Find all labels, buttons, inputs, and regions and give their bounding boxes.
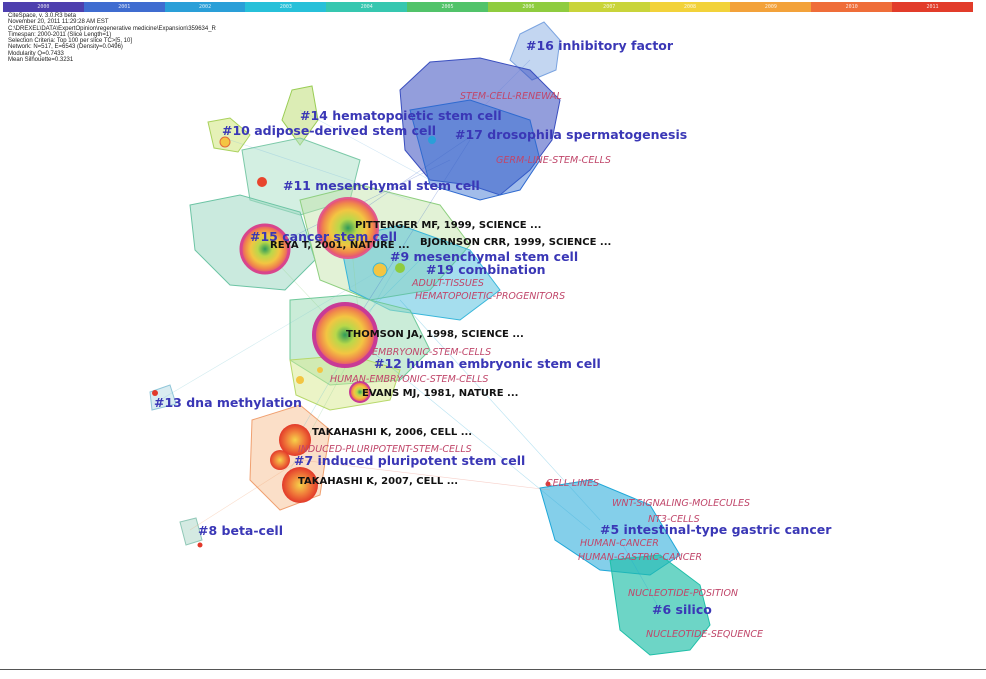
node-combination-member[interactable] <box>395 263 405 273</box>
cluster-label: #5 intestinal-type gastric cancer <box>600 522 832 537</box>
cluster-label: #9 mesenchymal stem cell <box>390 249 578 264</box>
reference-labels: PITTENGER MF, 1999, SCIENCE ... REYA T, … <box>270 220 611 487</box>
term-label: EMBRYONIC-STEM-CELLS <box>372 347 491 358</box>
cluster-label: #7 induced pluripotent stem cell <box>294 453 525 468</box>
timeline-segment: 2003 <box>245 2 327 12</box>
node-hesc-member[interactable] <box>317 367 323 373</box>
timeline-segment: 2007 <box>568 2 650 12</box>
term-label: CELL-LINES <box>546 478 599 489</box>
term-label: HUMAN-EMBRYONIC-STEM-CELLS <box>330 374 488 385</box>
node-takahashi-2007[interactable] <box>282 467 318 503</box>
cluster-label: #17 drosophila spermatogenesis <box>455 127 687 142</box>
timeline-year-label: 2011 <box>926 4 939 10</box>
timeline-year-label: 2005 <box>441 4 454 10</box>
reference-label: BJORNSON CRR, 1999, SCIENCE ... <box>420 237 611 248</box>
node-dna-methylation-member[interactable] <box>152 390 158 396</box>
info-line: Timespan: 2000-2011 (Slice Length=1) <box>8 31 112 38</box>
cluster-labels: #16 inhibitory factor #14 hematopoietic … <box>154 38 832 617</box>
term-label: INDUCED-PLURIPOTENT-STEM-CELLS <box>298 444 472 455</box>
term-label: HUMAN-CANCER <box>580 538 659 549</box>
node-thomson-1998[interactable] <box>312 302 378 368</box>
node-evans-1981[interactable] <box>349 381 371 403</box>
term-label: HUMAN-GASTRIC-CANCER <box>578 552 702 563</box>
term-label: STEM-CELL-RENEWAL <box>460 91 562 102</box>
cluster-label: #16 inhibitory factor <box>526 38 674 53</box>
timeline-year-label: 2006 <box>522 4 535 10</box>
info-line: Network: N=517, E=6543 (Density=0.0496) <box>8 44 123 51</box>
timeline-segment: 2001 <box>83 2 165 12</box>
info-line: November 20, 2011 11:29:28 AM EST <box>8 19 109 26</box>
term-label: HEMATOPOIETIC-PROGENITORS <box>415 291 565 302</box>
timeline-year-label: 2003 <box>279 4 292 10</box>
node-combination-member[interactable] <box>372 262 388 278</box>
term-label: WNT-SIGNALING-MOLECULES <box>612 498 750 509</box>
term-label: NUCLEOTIDE-POSITION <box>628 588 738 599</box>
reference-label: EVANS MJ, 1981, NATURE ... <box>362 388 518 399</box>
timeline-year-label: 2010 <box>845 4 858 10</box>
node-adipose-member[interactable] <box>219 136 231 148</box>
timeline-year-label: 2001 <box>118 4 131 10</box>
node-ipsc-member[interactable] <box>270 450 290 470</box>
cluster-label: #10 adipose-derived stem cell <box>222 123 436 138</box>
node-spermatogenesis-member[interactable] <box>428 136 436 144</box>
timeline-segment: 2000 <box>3 2 84 12</box>
term-label: ADULT-TISSUES <box>411 278 484 289</box>
timeline-year-label: 2007 <box>603 4 616 10</box>
cluster-label: #13 dna methylation <box>154 395 302 410</box>
info-line: CiteSpace, v. 3.0.R3 beta <box>8 13 76 19</box>
reference-label: TAKAHASHI K, 2007, CELL ... <box>298 476 458 487</box>
reference-label: PITTENGER MF, 1999, SCIENCE ... <box>355 220 541 231</box>
timeline-segment: 2004 <box>326 2 408 12</box>
timeline-segment: 2008 <box>649 2 731 12</box>
info-line: Modularity Q=0.7433 <box>8 50 64 57</box>
timeline-color-bar: 2000 2001 2002 2003 2004 2005 2006 2007 2008 2009… <box>3 2 973 12</box>
term-label: NUCLEOTIDE-SEQUENCE <box>646 629 763 640</box>
citation-nodes <box>152 136 551 548</box>
term-label: NT3-CELLS <box>648 514 700 525</box>
cluster-label: #15 cancer stem cell <box>250 229 397 244</box>
reference-label: THOMSON JA, 1998, SCIENCE ... <box>346 329 524 340</box>
figure-bottom-rule <box>0 669 986 670</box>
timeline-year-label: 2008 <box>684 4 697 10</box>
timeline-segment: 2011 <box>892 2 973 12</box>
keyword-labels: STEM-CELL-RENEWAL GERM-LINE-STEM-CELLS A… <box>298 91 763 640</box>
cluster-label: #6 silico <box>652 602 712 617</box>
timeline-year-label: 2002 <box>199 4 212 10</box>
info-line: Selection Criteria: Top 100 per slice TC… <box>8 38 133 45</box>
cluster-label: #12 human embryonic stem cell <box>374 356 601 371</box>
timeline-segment: 2005 <box>407 2 488 12</box>
info-line: Mean Silhouette=0.3231 <box>8 57 74 64</box>
timeline-segment: 2010 <box>811 2 893 12</box>
node-beta-cell-member[interactable] <box>197 542 203 548</box>
timeline-segment: 2006 <box>487 2 569 12</box>
reference-label: TAKAHASHI K, 2006, CELL ... <box>312 427 472 438</box>
timeline-segment: 2002 <box>164 2 246 12</box>
timeline-year-label: 2000 <box>37 4 50 10</box>
node-takahashi-2006[interactable] <box>279 424 311 456</box>
timeline-year-label: 2004 <box>360 4 373 10</box>
node-hesc-member[interactable] <box>296 376 304 384</box>
cluster-label: #19 combination <box>426 262 546 277</box>
timeline-segment: 2009 <box>730 2 812 12</box>
node-msc-member[interactable] <box>257 177 267 187</box>
cluster-label: #11 mesenchymal stem cell <box>283 178 480 193</box>
cluster-label: #8 beta-cell <box>198 523 283 538</box>
term-label: GERM-LINE-STEM-CELLS <box>496 155 611 166</box>
reference-label: REYA T, 2001, NATURE ... <box>270 240 410 251</box>
node-pittenger-1999[interactable] <box>317 197 379 259</box>
info-line: C:\DREXEL\DATA\ExpertOpinion\regenerativ… <box>8 25 216 32</box>
cluster-label: #14 hematopoietic stem cell <box>300 108 502 123</box>
timeline-year-label: 2009 <box>764 4 777 10</box>
node-cell-lines-member[interactable] <box>545 481 551 487</box>
network-info-panel: CiteSpace, v. 3.0.R3 beta November 20, 2… <box>8 13 216 63</box>
node-reya-2001[interactable] <box>239 223 291 275</box>
